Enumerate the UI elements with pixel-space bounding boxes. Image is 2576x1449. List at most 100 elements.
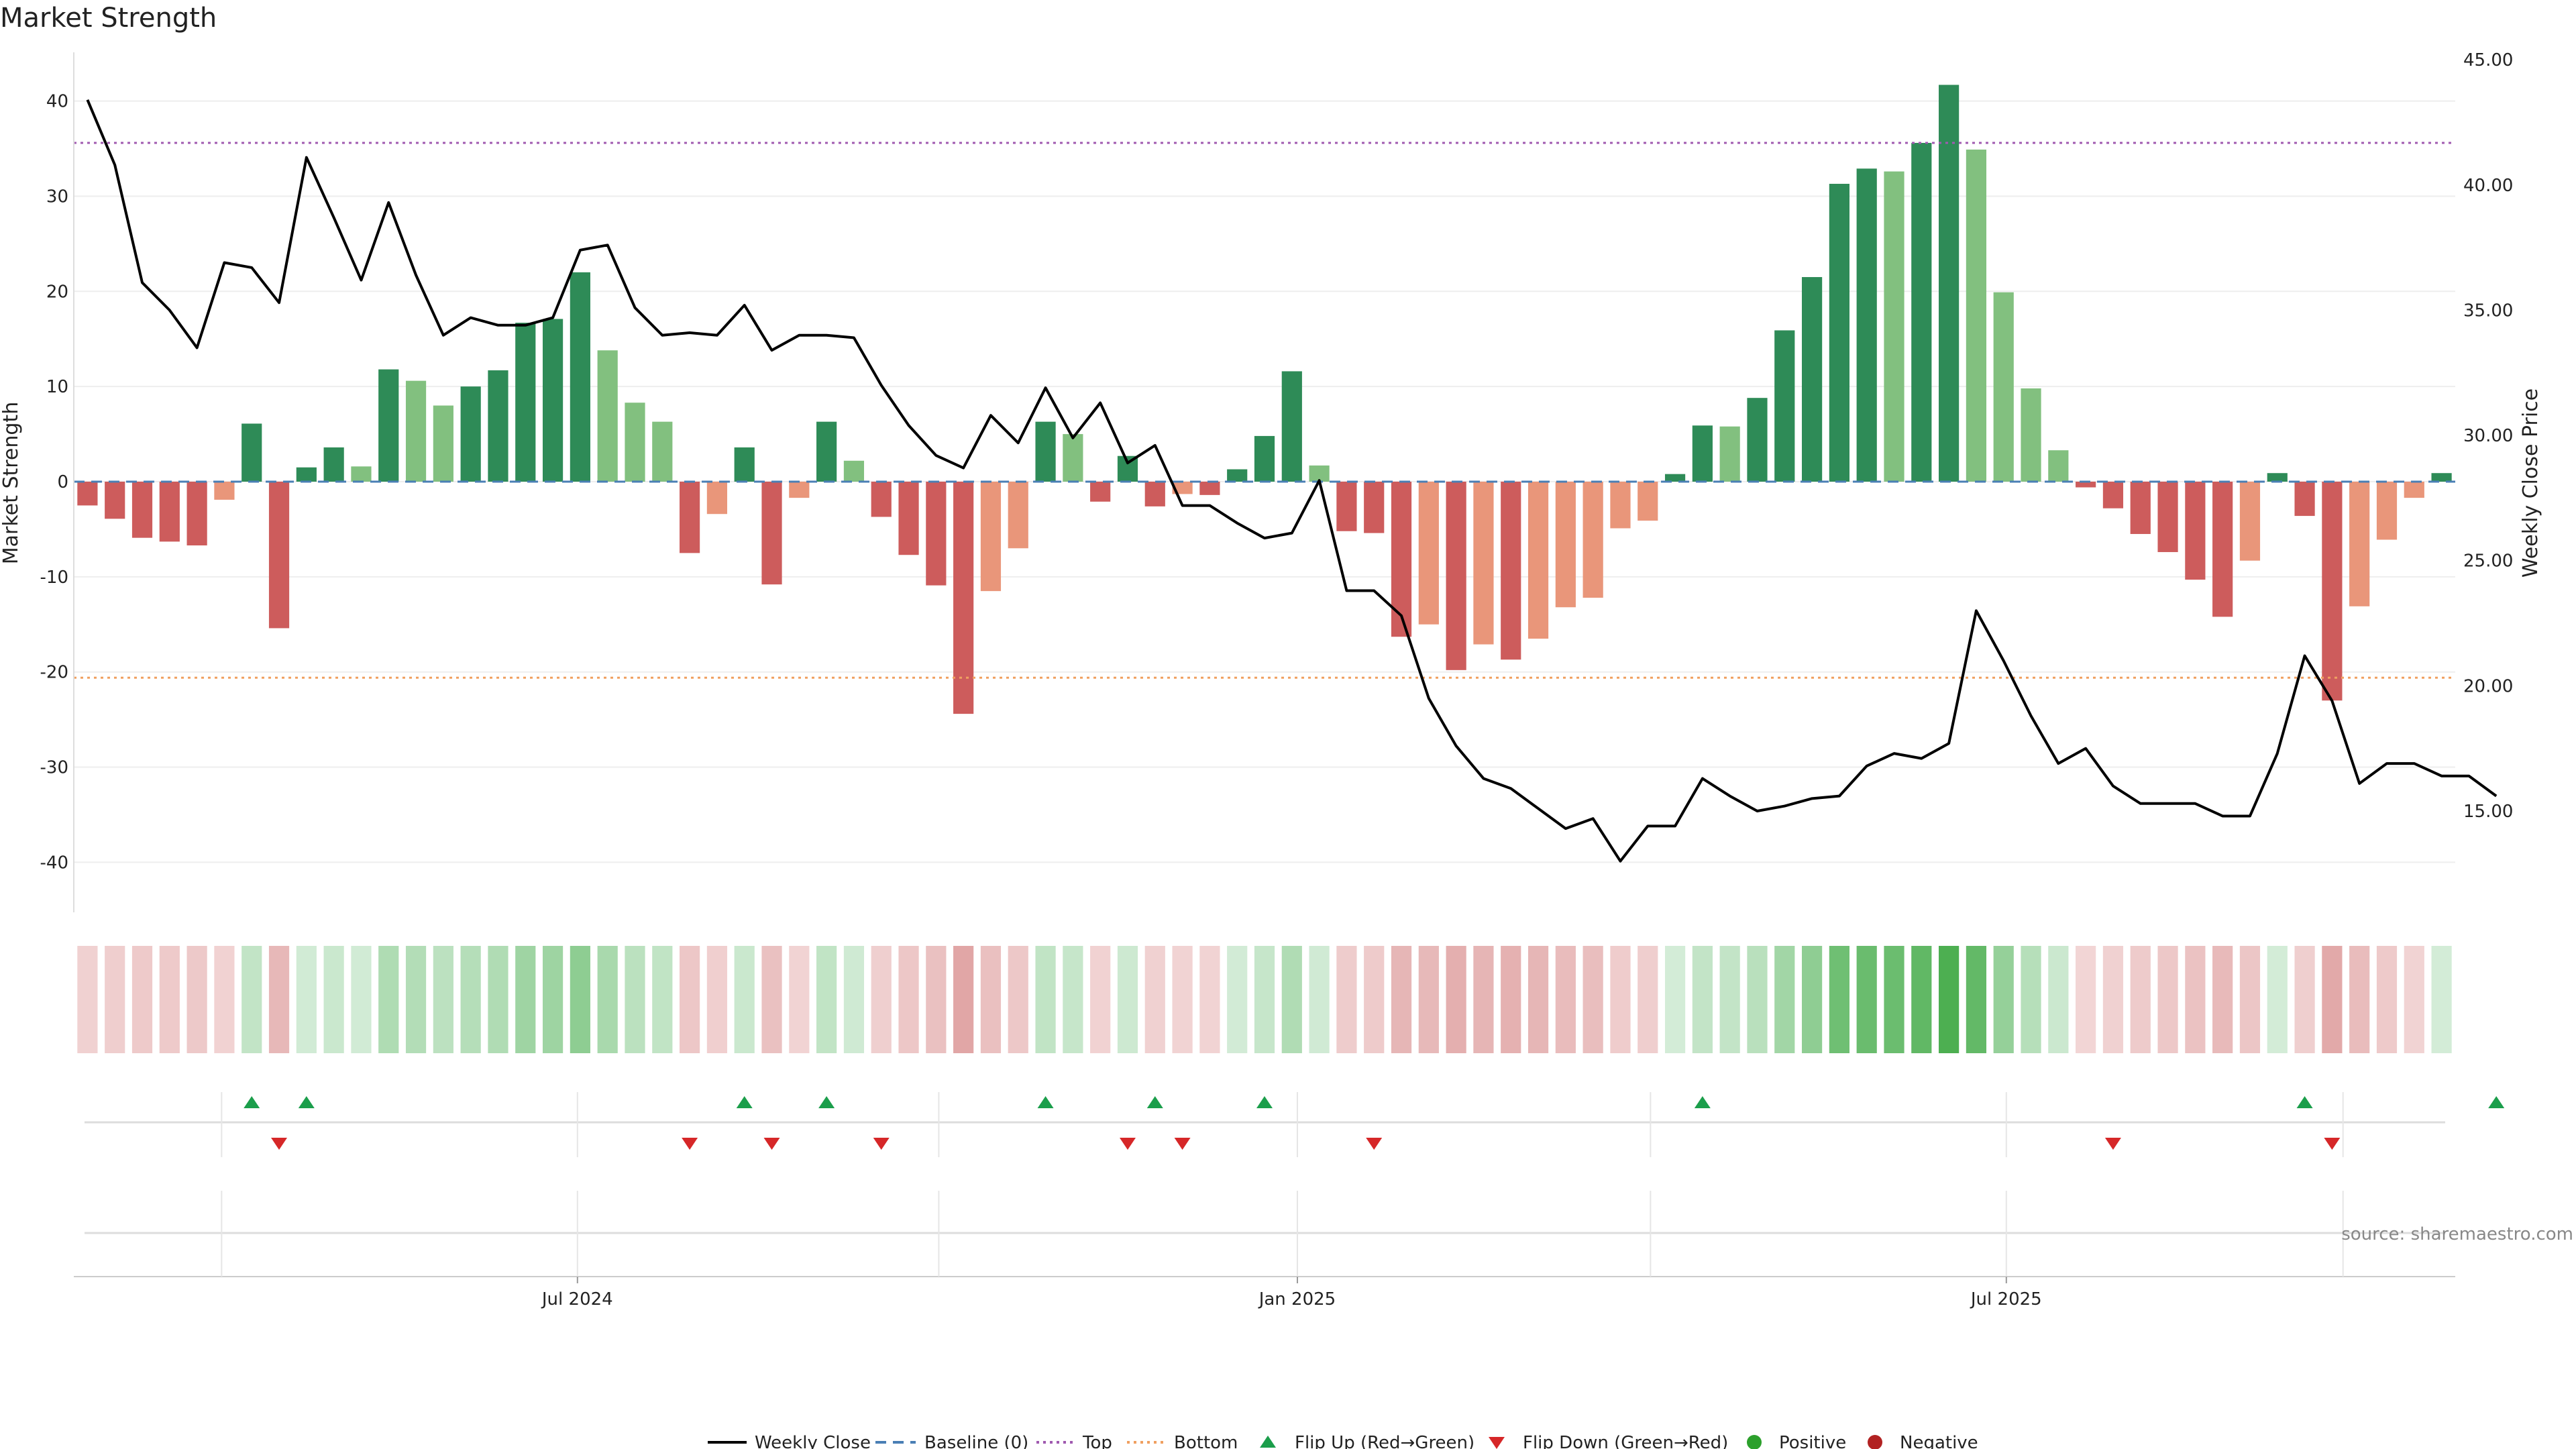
y2-tick-label: 20.00 bbox=[2463, 676, 2513, 696]
heatmap-cell bbox=[570, 946, 590, 1053]
strength-bar bbox=[1801, 277, 1823, 482]
legend-swatch-flip-up bbox=[1260, 1436, 1276, 1448]
heatmap-cell bbox=[1473, 946, 1494, 1053]
y-tick-label: 20 bbox=[46, 282, 68, 302]
flip-markers-panel bbox=[85, 1092, 2505, 1157]
heatmap-cell bbox=[296, 946, 317, 1053]
heatmap-cell bbox=[1884, 946, 1904, 1053]
heatmap-cell bbox=[214, 946, 235, 1053]
heatmap-cell bbox=[1063, 946, 1083, 1053]
strength-bar bbox=[953, 482, 974, 714]
heatmap-cell bbox=[1364, 946, 1385, 1053]
strength-bar bbox=[1090, 482, 1111, 502]
heatmap-cell bbox=[1747, 946, 1768, 1053]
flip-up-marker bbox=[1146, 1096, 1163, 1108]
strength-bar bbox=[1939, 85, 1960, 482]
strength-bar bbox=[2185, 482, 2206, 580]
left-axis-ticks: 40 30 20 10 0 -10 -20 -30 -40 bbox=[40, 92, 68, 873]
strength-bar bbox=[1364, 482, 1385, 533]
strength-bar bbox=[460, 386, 481, 482]
legend-baseline: Baseline (0) bbox=[924, 1433, 1028, 1449]
flip-down-marker bbox=[873, 1138, 890, 1150]
x-date-label: Jul 2025 bbox=[1970, 1289, 2042, 1309]
legend-bottom: Bottom bbox=[1174, 1433, 1238, 1449]
strength-bar bbox=[706, 482, 728, 515]
y2-axis-label: Weekly Close Price bbox=[2519, 388, 2542, 578]
heatmap-cell bbox=[1555, 946, 1576, 1053]
right-axis-ticks: 45.00 40.00 35.00 30.00 25.00 20.00 15.00 bbox=[2463, 50, 2513, 822]
y2-tick-label: 30.00 bbox=[2463, 426, 2513, 446]
flip-up-marker bbox=[1256, 1096, 1273, 1108]
strength-bar bbox=[1856, 168, 1877, 482]
strength-bar bbox=[2267, 473, 2288, 482]
heatmap-cell bbox=[241, 946, 262, 1053]
strength-bar bbox=[570, 272, 590, 482]
strength-bar bbox=[2130, 482, 2151, 535]
reference-lines bbox=[74, 142, 2455, 679]
strength-bar bbox=[1829, 184, 1849, 482]
chart-legend: Weekly Close Baseline (0) Top Bottom Fli… bbox=[708, 1433, 1978, 1449]
flip-up-marker bbox=[2488, 1096, 2505, 1108]
legend-weekly-close: Weekly Close bbox=[755, 1433, 871, 1449]
strength-bar bbox=[351, 466, 372, 482]
weekly-close-line bbox=[86, 99, 2498, 863]
heatmap-cell bbox=[2021, 946, 2041, 1053]
heatmap-cell bbox=[433, 946, 453, 1053]
heatmap-cell bbox=[515, 946, 536, 1053]
heatmap-cell bbox=[1309, 946, 1330, 1053]
strength-bar bbox=[1884, 171, 1904, 482]
heatmap-cell bbox=[1254, 946, 1275, 1053]
heatmap-cell bbox=[1391, 946, 1412, 1053]
legend-swatch-negative bbox=[1868, 1435, 1882, 1449]
strength-bar bbox=[1008, 482, 1028, 549]
strength-bar bbox=[1309, 465, 1330, 482]
y-tick-label: 30 bbox=[46, 186, 68, 207]
heatmap-cell bbox=[2349, 946, 2370, 1053]
strength-bar bbox=[1035, 421, 1056, 482]
strength-bar bbox=[1774, 330, 1795, 482]
legend-swatch-positive bbox=[1747, 1435, 1762, 1449]
flip-up-marker bbox=[1694, 1096, 1711, 1108]
y-tick-label: 10 bbox=[46, 377, 68, 397]
flip-down-marker bbox=[682, 1138, 698, 1150]
strength-bar bbox=[186, 482, 207, 546]
flip-down-marker bbox=[763, 1138, 780, 1150]
strength-bar bbox=[159, 482, 180, 542]
strength-bar bbox=[2076, 482, 2096, 488]
heatmap-cell bbox=[1939, 946, 1960, 1053]
heatmap-cell bbox=[131, 946, 153, 1053]
strength-bar bbox=[1747, 398, 1768, 482]
strength-bar bbox=[597, 350, 618, 482]
heatmap-cell bbox=[1993, 946, 2014, 1053]
flip-down-marker bbox=[1119, 1138, 1136, 1150]
heatmap-cell bbox=[1418, 946, 1439, 1053]
strength-bar bbox=[1227, 469, 1248, 482]
heatmap-cell bbox=[1582, 946, 1603, 1053]
strength-bar bbox=[843, 460, 865, 482]
heatmap-cell bbox=[652, 946, 673, 1053]
strength-bar bbox=[296, 467, 317, 482]
strength-bar bbox=[789, 482, 810, 498]
heatmap-cell bbox=[1172, 946, 1193, 1053]
strength-bar bbox=[268, 482, 290, 629]
strength-bar bbox=[898, 482, 919, 555]
heatmap-cell bbox=[105, 946, 125, 1053]
strength-bar bbox=[1144, 482, 1165, 506]
heatmap-cell bbox=[2294, 946, 2315, 1053]
legend-flip-up: Flip Up (Red→Green) bbox=[1295, 1433, 1474, 1449]
heatmap-cell bbox=[1801, 946, 1823, 1053]
x-date-label: Jul 2024 bbox=[541, 1289, 613, 1309]
heatmap-cell bbox=[816, 946, 837, 1053]
heatmap-cell bbox=[1227, 946, 1248, 1053]
legend-swatch-flip-down bbox=[1489, 1437, 1505, 1449]
y2-tick-label: 25.00 bbox=[2463, 551, 2513, 572]
heatmap-cell bbox=[2185, 946, 2206, 1053]
heatmap-cell bbox=[1446, 946, 1466, 1053]
strength-bar bbox=[378, 369, 399, 482]
heatmap-cell bbox=[761, 946, 782, 1053]
y2-tick-label: 15.00 bbox=[2463, 802, 2513, 822]
strength-bar bbox=[2376, 482, 2398, 540]
heatmap-cell bbox=[1336, 946, 1357, 1053]
strength-bar bbox=[77, 482, 98, 506]
